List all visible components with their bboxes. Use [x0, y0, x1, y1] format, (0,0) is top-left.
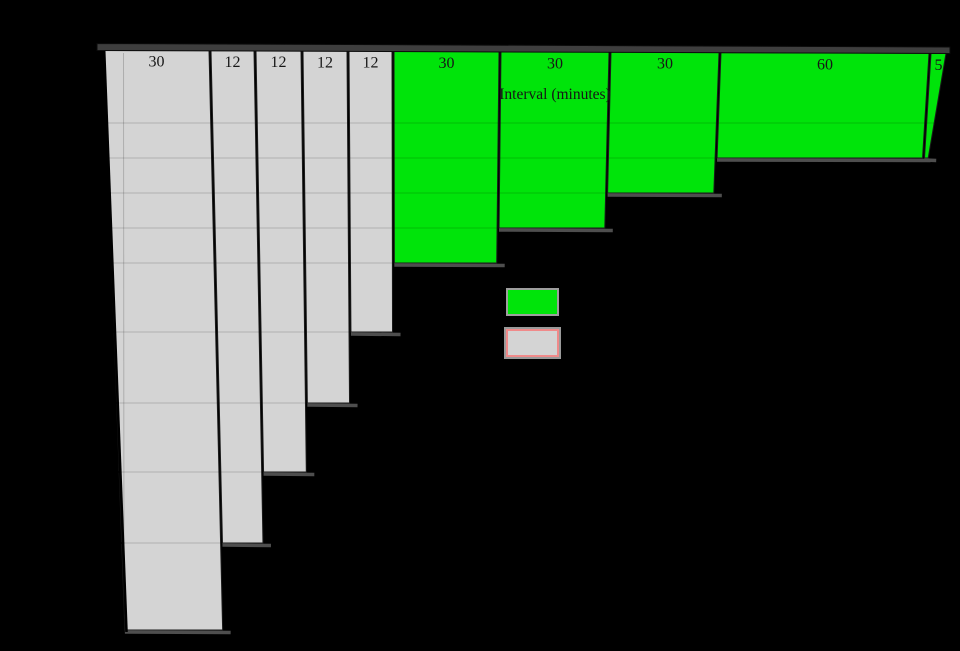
bar-label: 12 [271, 54, 287, 71]
bar-bottom-shadow [717, 158, 931, 163]
bar-label: 12 [225, 54, 241, 71]
bar-label: 60 [817, 56, 833, 73]
histogram-bar [393, 50, 500, 264]
bar-label: 12 [363, 55, 379, 72]
bar-bottom-shadow [263, 472, 315, 477]
histogram-bar [498, 51, 610, 229]
bar-label: 30 [657, 56, 673, 73]
histogram-bar [302, 50, 351, 404]
bar-label: 12 [317, 54, 333, 71]
bar-label: 30 [149, 54, 165, 71]
axis-layer [96, 42, 951, 633]
bar-label: 30 [439, 55, 455, 72]
bar-bottom-shadow [350, 332, 401, 337]
bar-bottom-shadow [499, 228, 613, 233]
y-axis-line [102, 45, 128, 633]
grid-layer [106, 52, 937, 635]
bars-layer [103, 49, 947, 631]
legend-swatch-base [506, 329, 559, 357]
bar-bottom-shadow [307, 403, 358, 408]
x-axis-title: Interval (minutes) [499, 86, 610, 103]
labels-layer: 30 12 12 12 12 30 30 30 60 5 [149, 54, 943, 74]
histogram-bar [348, 50, 394, 333]
bar-bottom-shadow [924, 158, 937, 163]
bar-bottom-shadow [222, 543, 271, 548]
bar-bottom-shadow [124, 630, 231, 635]
bar-bottom-shadow [394, 263, 505, 268]
bar-label: 30 [547, 55, 563, 72]
bar-label: 5 [935, 57, 943, 74]
histogram-bar [255, 50, 307, 473]
legend-swatch-highlight [506, 288, 559, 316]
bar-bottom-shadow [607, 193, 722, 198]
top-frame [96, 42, 951, 55]
